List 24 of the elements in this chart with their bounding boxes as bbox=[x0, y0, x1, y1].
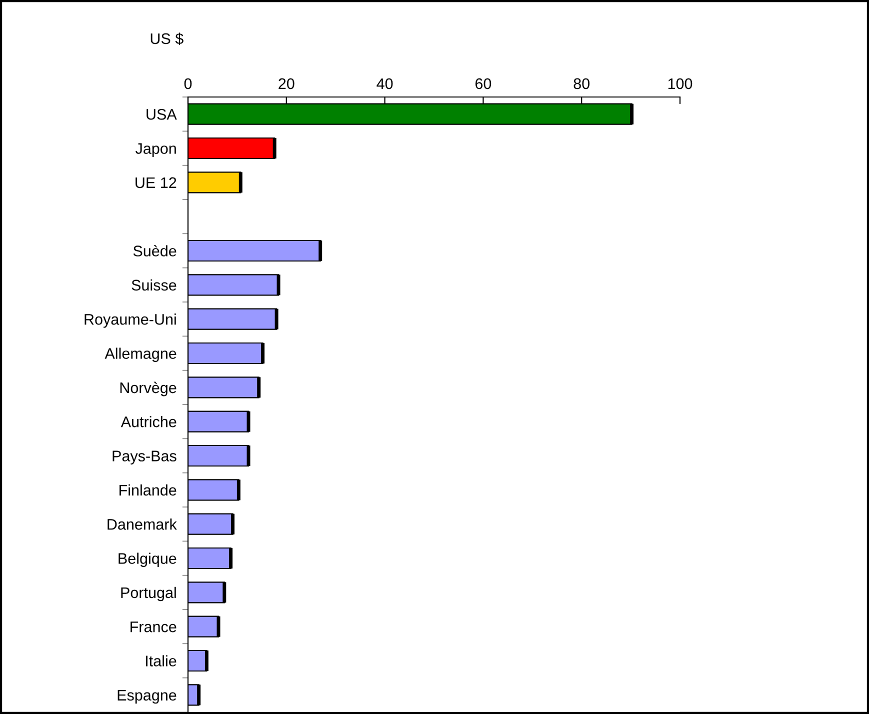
y-tick-label: USA bbox=[146, 108, 177, 120]
y-tick-label: Finlande bbox=[120, 484, 176, 496]
x-tick-label: 60 bbox=[475, 78, 492, 90]
y-tick-label: Royaume-Uni bbox=[84, 314, 176, 328]
y-tick-label: Portugal bbox=[121, 586, 176, 602]
y-tick-label: Allemagne bbox=[104, 348, 176, 362]
x-tick-label: 40 bbox=[376, 78, 393, 90]
x-tick-label: 80 bbox=[574, 78, 590, 90]
y-tick-label: Suisse bbox=[132, 279, 176, 291]
x-tick-label: 100 bbox=[668, 78, 692, 90]
y-tick-label: Espagne bbox=[118, 690, 176, 704]
y-tick-label: Pays-Bas bbox=[112, 450, 176, 464]
y-tick-label: Japon bbox=[136, 143, 176, 157]
y-tick-label: Belgique bbox=[118, 552, 176, 567]
y-tick-label: Autriche bbox=[120, 416, 176, 428]
x-tick-label: 20 bbox=[278, 78, 294, 90]
y-tick-label: UE 12 bbox=[136, 177, 176, 188]
y-tick-label: Norvège bbox=[120, 382, 176, 396]
y-tick-label: Italie bbox=[146, 655, 176, 666]
y-tick-label: Suède bbox=[133, 245, 176, 256]
y-tick-label: Danemark bbox=[108, 518, 177, 530]
y-tick-label: France bbox=[130, 622, 176, 632]
x-tick-label: 0 bbox=[184, 78, 192, 90]
x-axis-title: US $ bbox=[150, 32, 184, 46]
